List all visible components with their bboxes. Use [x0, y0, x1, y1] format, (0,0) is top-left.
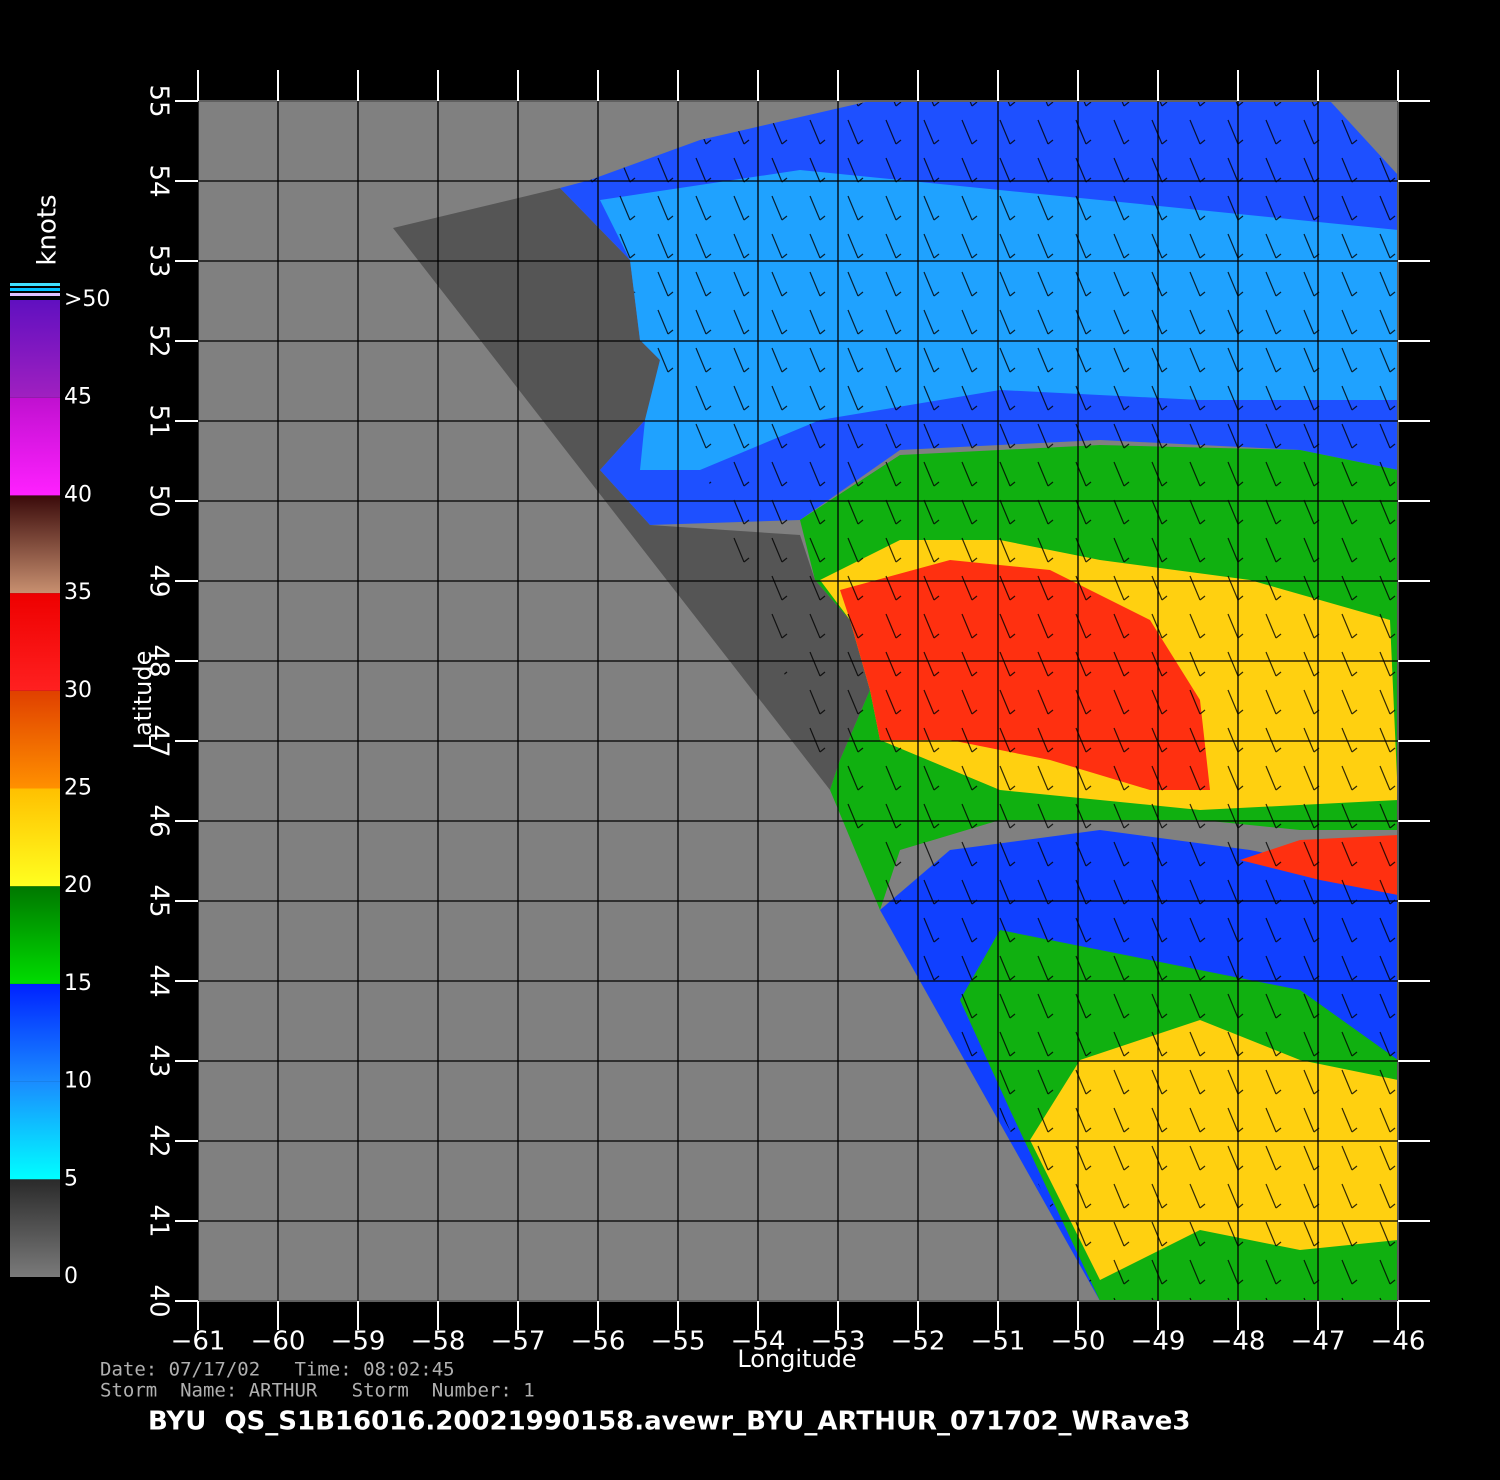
y-tick-label: 43 — [144, 1044, 174, 1077]
x-tick-label: −53 — [811, 1327, 866, 1357]
colorbar-label: 10 — [64, 1069, 92, 1094]
colorbar-label: 35 — [64, 580, 92, 605]
colorbar: knots 0 5 10 15 20 25 30 35 40 45 >50 — [10, 194, 110, 1289]
y-tick-label: 48 — [144, 644, 174, 677]
land-swath — [393, 188, 870, 790]
x-tick-label: −48 — [1211, 1327, 1266, 1357]
colorbar-title: knots — [33, 194, 63, 265]
y-tick-label: 52 — [144, 324, 174, 357]
ticks: −61 −60 −59 −58 −57 −56 −55 −54 −53 −52 −51 −50 −49−… — [144, 70, 1430, 1357]
x-tick-label: −46 — [1371, 1327, 1426, 1357]
colorbar-segment — [10, 397, 60, 496]
y-tick-label: 54 — [144, 164, 174, 197]
y-tick-label: 44 — [144, 964, 174, 997]
y-tick-label: 51 — [144, 404, 174, 437]
colorbar-cap — [10, 283, 60, 286]
x-tick-label: −55 — [651, 1327, 706, 1357]
colorbar-segment — [10, 690, 60, 789]
y-tick-label: 49 — [144, 564, 174, 597]
colorbar-label: 45 — [64, 385, 92, 410]
colorbar-label: >50 — [64, 287, 110, 312]
x-tick-label: −57 — [491, 1327, 546, 1357]
colorbar-segment — [10, 886, 60, 984]
storm-line: Storm Name: ARTHUR Storm Number: 1 — [100, 1380, 535, 1402]
x-tick-label: −52 — [891, 1327, 946, 1357]
colorbar-segment — [10, 1179, 60, 1277]
y-tick-label: 45 — [144, 884, 174, 917]
x-tick-label: −49 — [1131, 1327, 1186, 1357]
map-image — [198, 101, 1398, 1301]
x-tick-label: −54 — [731, 1327, 786, 1357]
y-tick-label: 47 — [144, 724, 174, 757]
x-tick-label: −47 — [1291, 1327, 1346, 1357]
y-tick-label: 50 — [144, 484, 174, 517]
colorbar-segment — [10, 983, 60, 1082]
x-tick-label: −60 — [251, 1327, 306, 1357]
colorbar-segment — [10, 495, 60, 594]
colorbar-label: 5 — [64, 1166, 78, 1191]
colorbar-segment — [10, 300, 60, 398]
date-line: Date: 07/17/02 Time: 08:02:45 — [100, 1359, 455, 1381]
colorbar-label: 25 — [64, 776, 92, 801]
grid — [197, 100, 1399, 1302]
y-tick-label: 55 — [144, 84, 174, 117]
y-tick-label: 41 — [144, 1204, 174, 1237]
y-tick-label: 42 — [144, 1124, 174, 1157]
colorbar-label: 20 — [64, 873, 92, 898]
colorbar-label: 30 — [64, 678, 92, 703]
x-tick-label: −50 — [1051, 1327, 1106, 1357]
colorbar-segment — [10, 1081, 60, 1180]
x-tick-label: −56 — [571, 1327, 626, 1357]
file-line: BYU QS_S1B16016.20021990158.avewr_BYU_AR… — [148, 1407, 1190, 1437]
colorbar-segment — [10, 593, 60, 691]
y-tick-label: 53 — [144, 244, 174, 277]
colorbar-segment — [10, 788, 60, 887]
x-tick-label: −58 — [411, 1327, 466, 1357]
x-tick-label: −59 — [331, 1327, 386, 1357]
x-tick-label: −51 — [971, 1327, 1026, 1357]
y-tick-label: 40 — [144, 1284, 174, 1317]
colorbar-cap — [10, 293, 60, 296]
y-tick-label: 46 — [144, 804, 174, 837]
x-axis-title: Longitude — [737, 1345, 856, 1373]
colorbar-label: 40 — [64, 482, 92, 507]
y-axis-title: Latitude — [129, 651, 157, 750]
colorbar-label: 15 — [64, 971, 92, 996]
x-tick-label: −61 — [171, 1327, 226, 1357]
colorbar-cap — [10, 288, 60, 291]
colorbar-label: 0 — [64, 1264, 78, 1289]
